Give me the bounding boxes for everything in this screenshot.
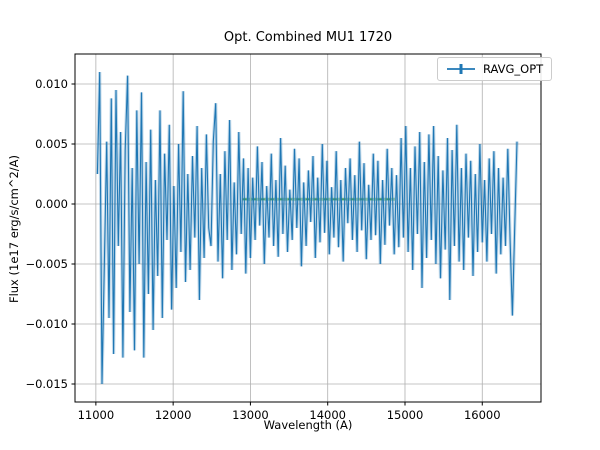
y-tick-label: −0.015 [25, 377, 68, 391]
x-axis-label: Wavelength (A) [263, 418, 353, 432]
y-tick-label: 0.000 [35, 197, 68, 211]
y-axis-label: Flux (1e17 erg/s/cm^2/A) [7, 154, 21, 304]
x-tick-label: 14000 [309, 408, 346, 422]
legend-label: RAVG_OPT [483, 62, 544, 76]
axes-spines [74, 53, 542, 403]
y-tick-label: −0.010 [25, 317, 68, 331]
x-tick-label: 16000 [463, 408, 501, 422]
y-tick-label: 0.005 [35, 137, 68, 151]
chart-title: Opt. Combined MU1 1720 [223, 30, 393, 45]
x-tick-label: 15000 [386, 408, 424, 422]
x-tick-label: 11000 [77, 408, 115, 422]
x-tick-label: 12000 [154, 408, 192, 422]
legend-box: RAVG_OPT [437, 57, 553, 81]
legend-errorbar-icon [447, 64, 475, 74]
y-tick-label: −0.005 [25, 257, 68, 271]
x-tick-label: 13000 [232, 408, 269, 422]
y-tick-label: 0.010 [35, 77, 68, 91]
series-line [96, 71, 518, 385]
